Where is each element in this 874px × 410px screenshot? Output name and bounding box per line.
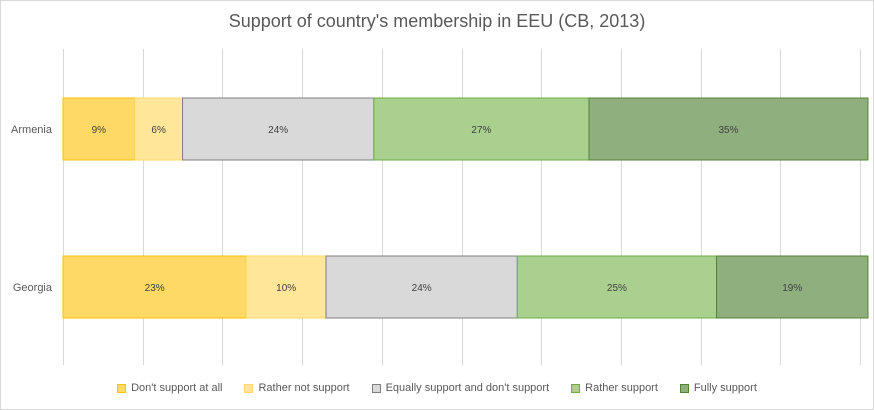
legend-label: Equally support and don't support — [385, 382, 550, 394]
data-label: 19% — [782, 283, 802, 294]
chart-plot-area: Armenia Georgia 9% 6% 24% 27% 35% 23% 10% 24% 25% 1… — [11, 49, 869, 365]
data-label: 35% — [718, 125, 738, 136]
chart-legend: Don't support at all Rather not support Eq… — [1, 382, 873, 394]
chart-title: Support of country's membership in EEU (… — [228, 11, 646, 31]
data-label: 25% — [607, 283, 627, 294]
category-label: Armenia — [11, 124, 53, 136]
bar-segment — [373, 97, 590, 161]
legend-swatch — [371, 383, 381, 393]
legend-item: Rather support — [571, 382, 658, 394]
data-label: 23% — [145, 283, 165, 294]
data-label: 24% — [412, 283, 432, 294]
legend-swatch — [117, 383, 127, 393]
bar-segment — [182, 97, 375, 161]
data-label: 24% — [268, 125, 288, 136]
legend-swatch — [679, 383, 689, 393]
legend-label: Fully support — [693, 382, 757, 394]
legend-label: Rather not support — [258, 382, 350, 394]
legend-item: Fully support — [679, 382, 757, 394]
data-label: 9% — [92, 125, 107, 136]
legend-swatch — [571, 383, 581, 393]
legend-item: Rather not support — [244, 382, 350, 394]
bar-segment — [516, 255, 718, 319]
legend-item: Don't support at all — [117, 382, 222, 394]
data-label: 6% — [151, 125, 166, 136]
bar-segment — [716, 255, 869, 319]
legend-label: Rather support — [585, 382, 658, 394]
data-label: 27% — [471, 125, 491, 136]
bar-segment — [325, 255, 518, 319]
legend-label: Don't support at all — [131, 382, 223, 394]
bar-segment — [588, 97, 869, 161]
legend-item: Equally support and don't support — [371, 382, 550, 394]
category-label: Georgia — [13, 282, 53, 294]
bar-segment — [62, 97, 136, 161]
legend-swatch — [244, 383, 254, 393]
bar-segment — [245, 255, 327, 319]
bar-segment — [134, 97, 184, 161]
data-label: 10% — [276, 283, 296, 294]
